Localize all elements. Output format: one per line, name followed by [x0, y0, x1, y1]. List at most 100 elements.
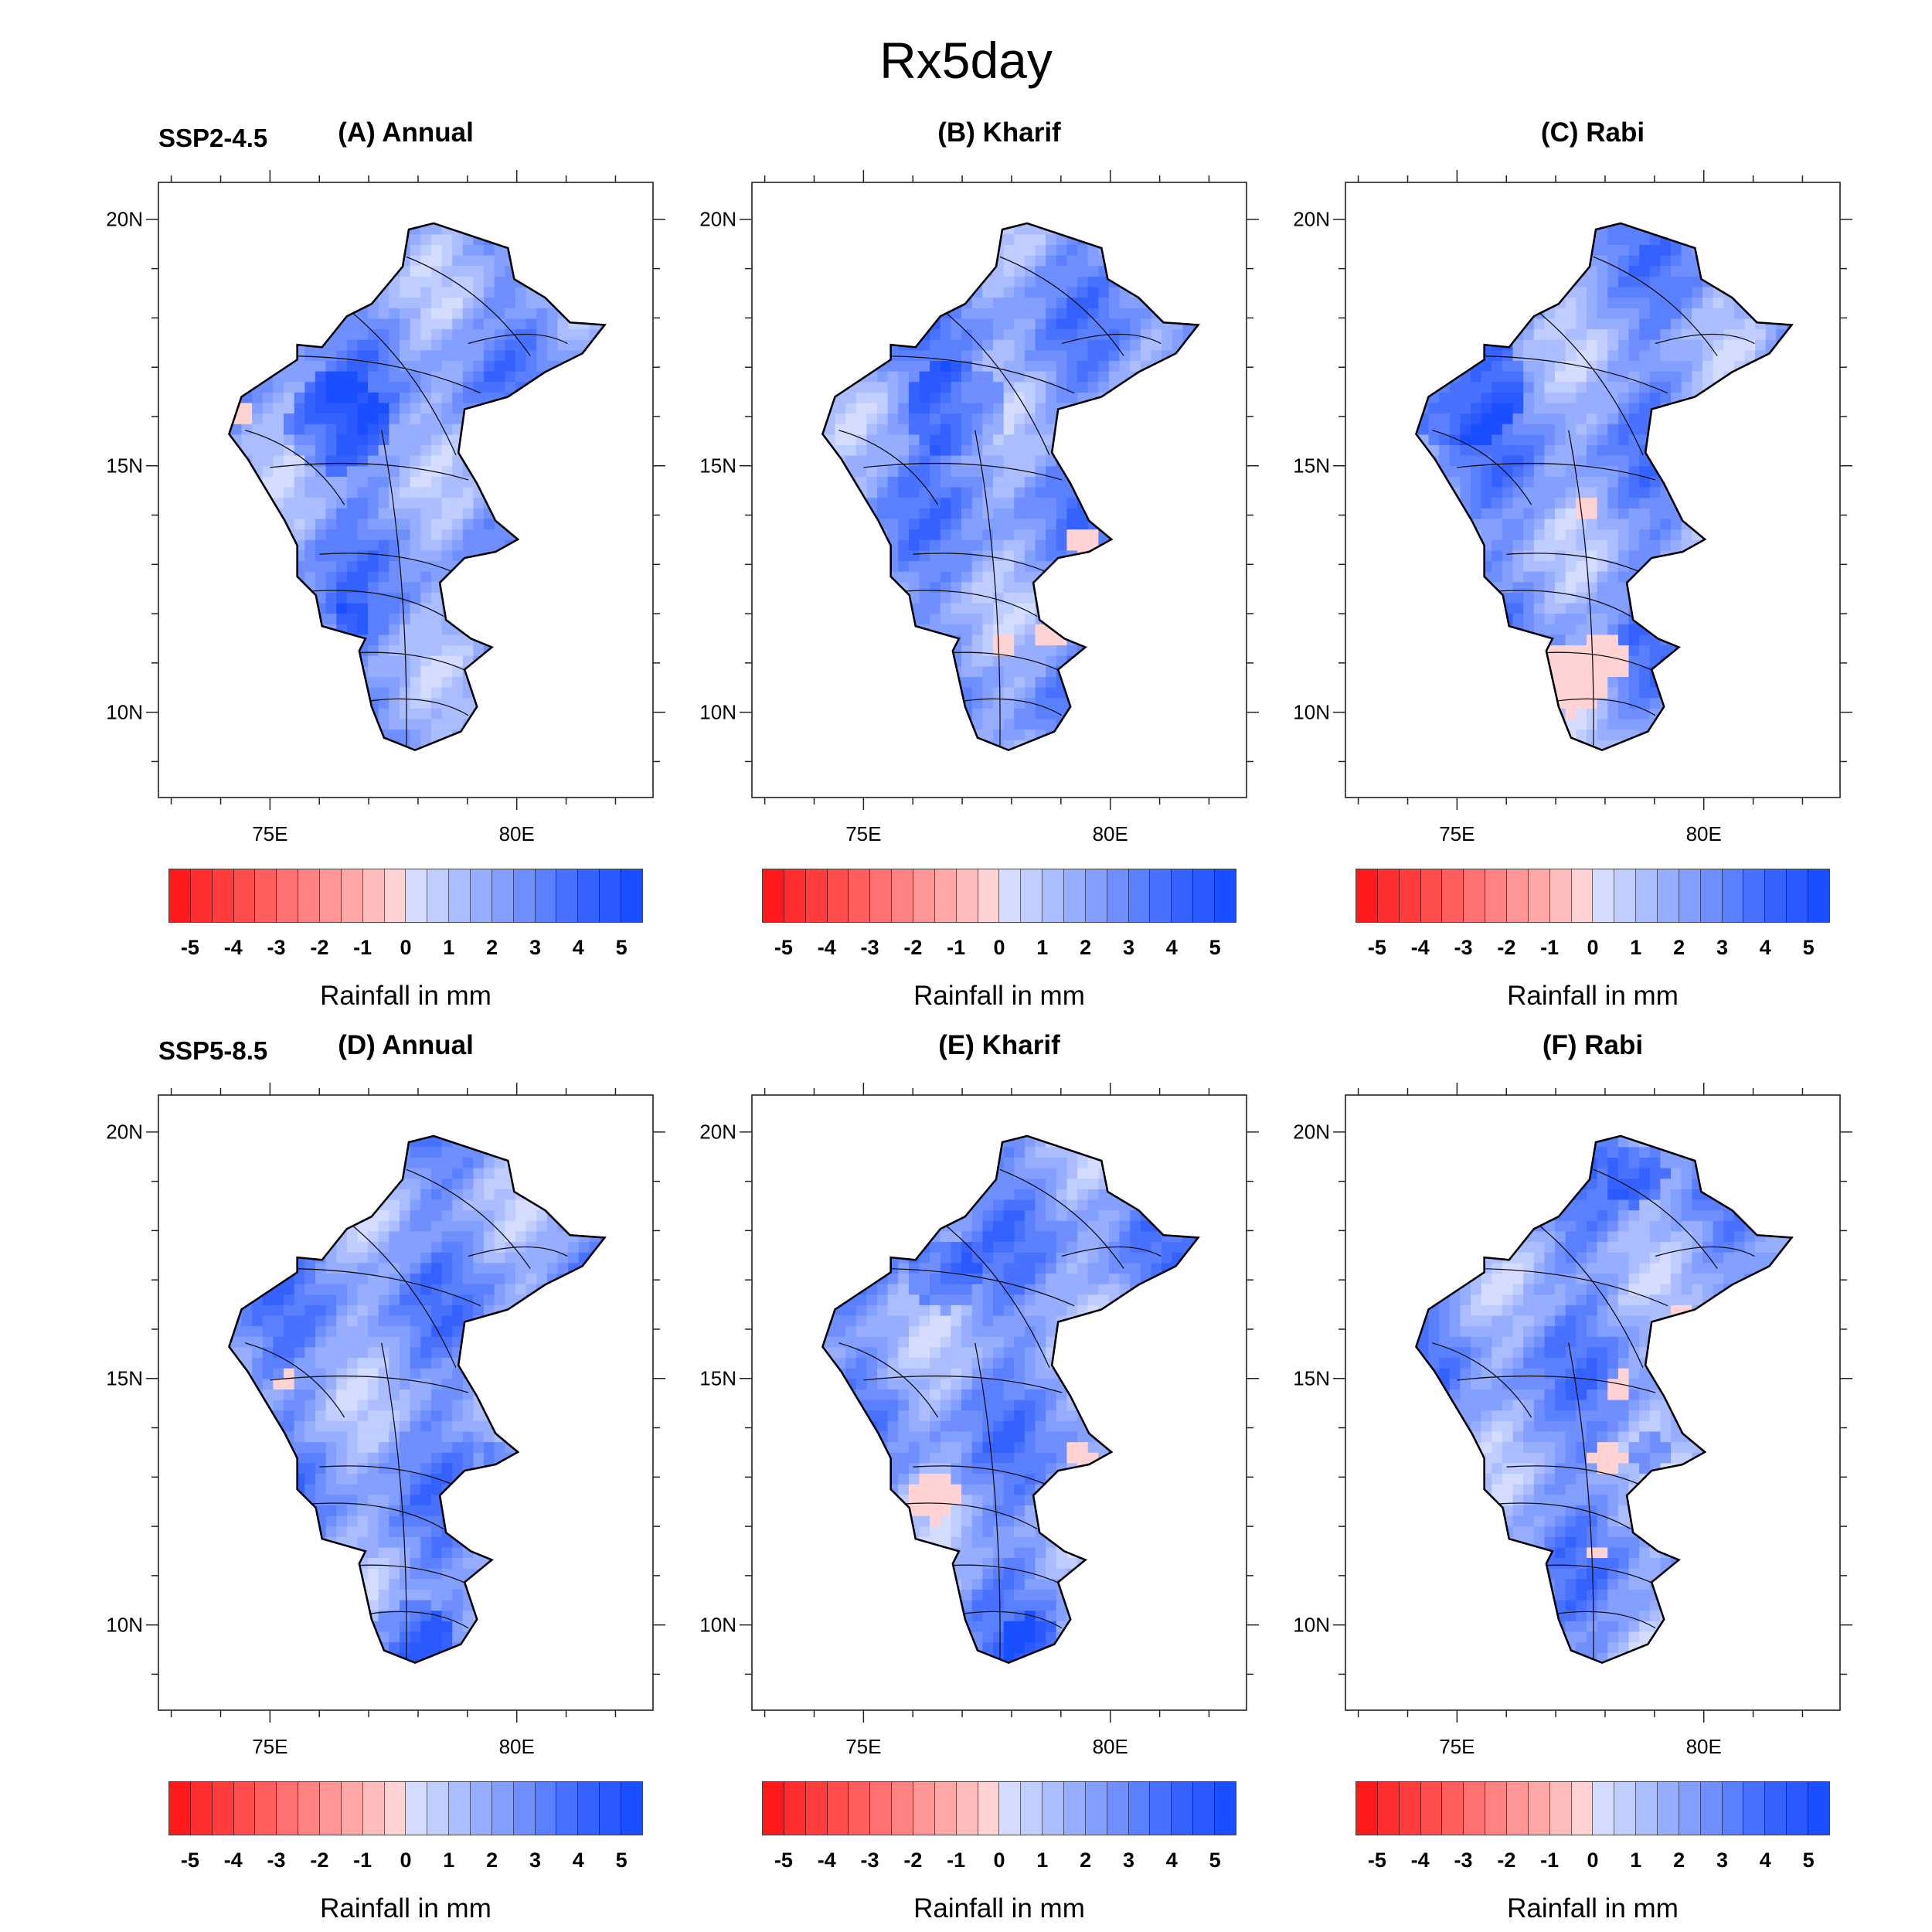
grid-cell	[1193, 539, 1199, 551]
grid-cell	[1182, 519, 1194, 530]
grid-cell	[263, 761, 274, 772]
grid-cell	[951, 687, 962, 699]
grid-cell	[452, 655, 464, 667]
grid-cell	[930, 676, 941, 689]
grid-cell	[1481, 223, 1492, 225]
grid-cell	[1130, 413, 1141, 425]
colorbar-swatch	[255, 869, 277, 922]
grid-cell	[930, 634, 941, 646]
grid-cell	[484, 476, 495, 488]
grid-cell	[430, 676, 442, 689]
grid-cell	[930, 487, 941, 498]
grid-cell	[1193, 655, 1199, 667]
grid-cell	[430, 308, 442, 319]
grid-cell	[1024, 708, 1036, 720]
grid-cell	[230, 582, 242, 594]
grid-cell	[600, 614, 605, 625]
grid-cell	[1492, 266, 1503, 277]
grid-cell	[898, 645, 910, 657]
grid-cell	[284, 634, 295, 646]
grid-cell	[1544, 318, 1556, 330]
grid-cell	[1108, 445, 1121, 457]
grid-cell	[1087, 329, 1099, 341]
grid-cell	[877, 245, 889, 257]
grid-cell	[940, 761, 951, 772]
grid-cell	[578, 708, 590, 720]
grid-cell	[346, 245, 358, 257]
grid-cell	[230, 708, 242, 720]
grid-cell	[452, 298, 464, 309]
grid-cell	[515, 645, 527, 657]
grid-cell	[1607, 339, 1619, 351]
grid-cell	[494, 603, 505, 614]
grid-cell	[1014, 434, 1026, 446]
grid-cell	[399, 498, 411, 509]
colorbar-swatch	[212, 869, 234, 922]
grid-cell	[230, 519, 242, 530]
grid-cell	[1130, 466, 1141, 478]
grid-cell	[1162, 339, 1173, 351]
grid-cell	[229, 666, 232, 678]
grid-cell	[1046, 371, 1057, 383]
grid-cell	[368, 423, 379, 435]
grid-cell	[229, 539, 232, 551]
grid-cell	[1660, 350, 1672, 362]
grid-cell	[1140, 403, 1151, 414]
grid-cell	[930, 539, 941, 551]
grid-cell	[325, 350, 337, 362]
grid-cell	[420, 423, 432, 435]
grid-cell	[241, 719, 253, 730]
grid-cell	[1416, 445, 1419, 457]
grid-cell	[357, 318, 369, 330]
grid-cell	[930, 498, 941, 509]
grid-cell	[835, 508, 846, 519]
grid-cell	[357, 539, 369, 551]
grid-cell	[898, 687, 910, 699]
grid-cell	[1681, 339, 1692, 351]
grid-cell	[336, 529, 348, 541]
grid-cell	[304, 614, 316, 625]
grid-cell	[1597, 329, 1608, 341]
grid-cell	[1077, 561, 1089, 573]
grid-cell	[378, 655, 389, 667]
grid-cell	[1204, 550, 1215, 561]
grid-cell	[304, 298, 316, 309]
grid-cell	[389, 403, 400, 414]
grid-cell	[1151, 698, 1162, 709]
grid-cell	[241, 287, 253, 298]
grid-cell	[961, 392, 973, 403]
map-border	[751, 182, 1247, 798]
grid-cell	[557, 519, 569, 530]
grid-cell	[1108, 676, 1121, 689]
grid-cell	[557, 329, 569, 341]
grid-cell	[546, 539, 558, 551]
grid-cell	[600, 498, 605, 509]
grid-cell	[368, 550, 379, 562]
grid-cell	[294, 382, 305, 393]
grid-cell	[1555, 423, 1566, 435]
grid-cell	[1523, 287, 1535, 298]
grid-cell	[1024, 571, 1036, 583]
grid-cell	[1416, 371, 1419, 383]
grid-cell	[505, 350, 516, 362]
grid-cell	[971, 476, 983, 488]
grid-cell	[845, 223, 857, 225]
grid-cell	[1087, 255, 1099, 267]
grid-cell	[940, 476, 951, 488]
grid-cell	[378, 603, 389, 614]
grid-cell	[930, 529, 941, 541]
grid-cell	[473, 676, 485, 689]
grid-cell	[346, 614, 358, 625]
grid-cell	[304, 245, 316, 257]
grid-cell	[1109, 761, 1120, 772]
grid-cell	[1087, 698, 1099, 709]
grid-cell	[262, 255, 274, 267]
grid-cell	[1077, 308, 1089, 319]
grid-cell	[1046, 308, 1057, 319]
grid-cell	[389, 730, 400, 741]
grid-cell	[536, 339, 548, 351]
grid-cell	[557, 445, 569, 457]
grid-cell	[1702, 298, 1714, 309]
grid-cell	[877, 582, 889, 594]
grid-cell	[494, 318, 505, 330]
